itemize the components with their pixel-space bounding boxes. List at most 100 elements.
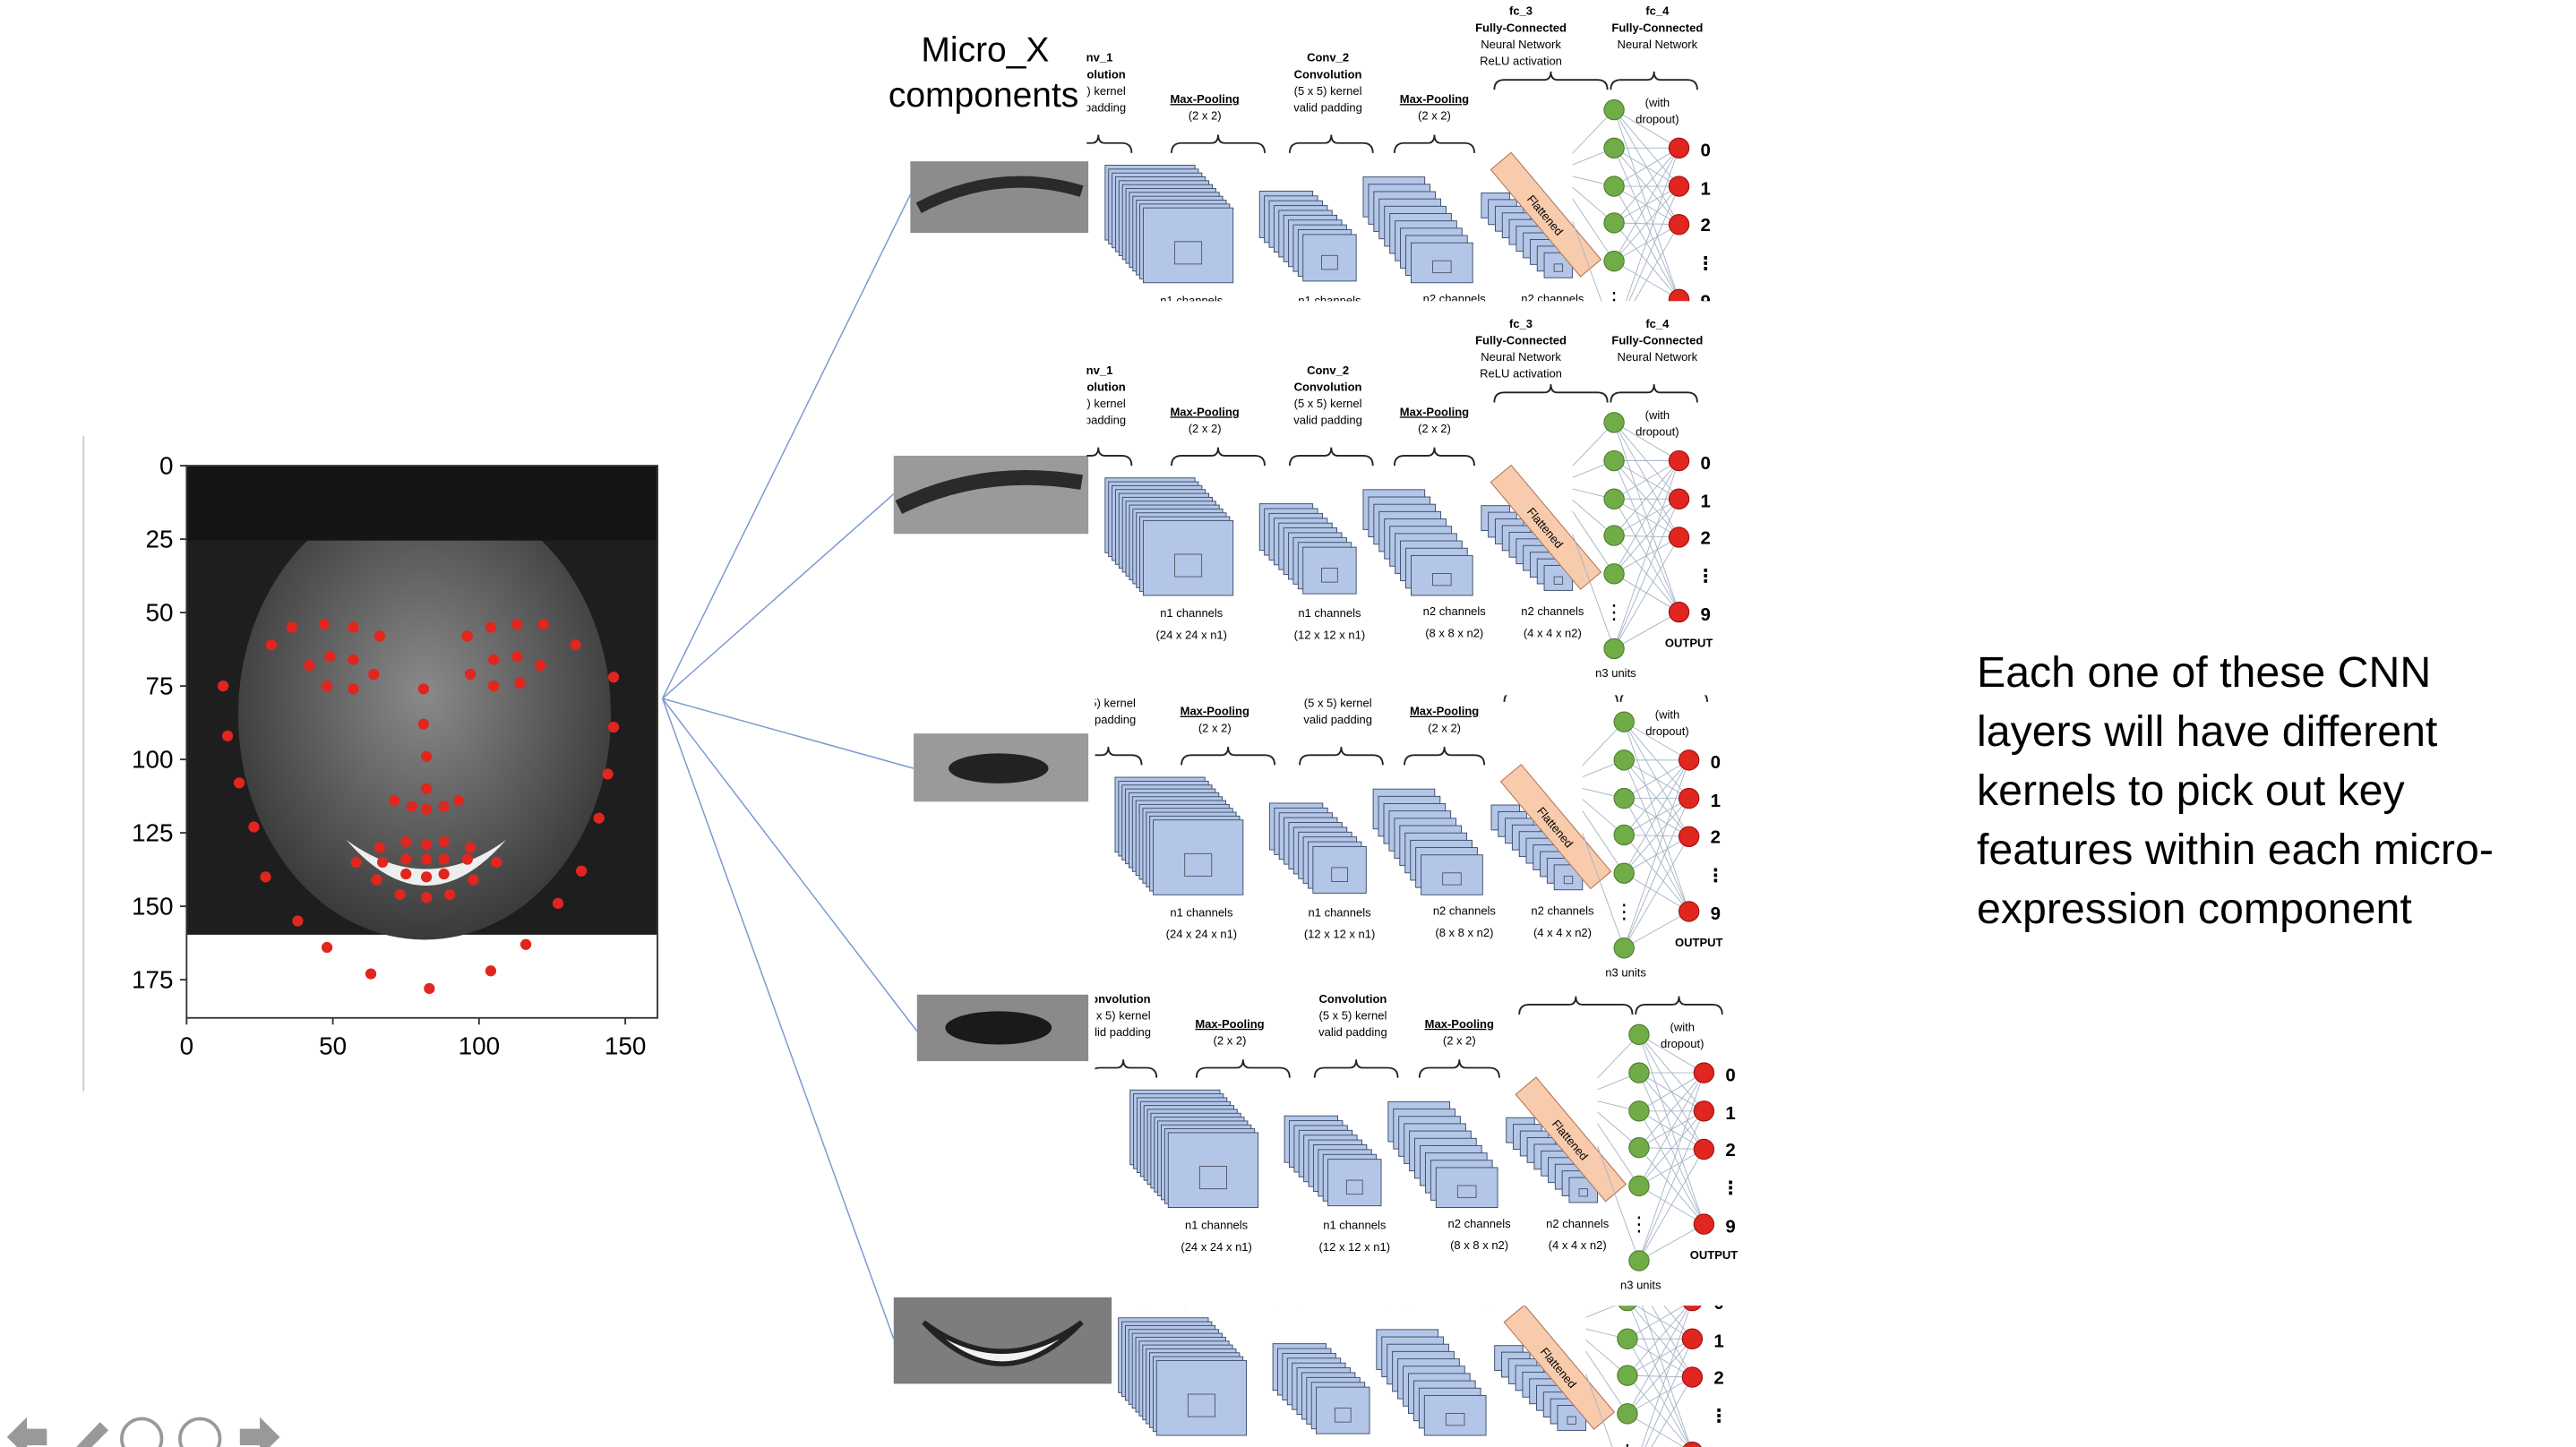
ellipsis: ⋮ (1604, 288, 1624, 311)
landmark-point (400, 835, 412, 848)
diagram-label: Max-Pooling (1410, 705, 1479, 718)
kernel-window (1331, 867, 1348, 882)
brace (1393, 134, 1475, 153)
landmark-point (519, 938, 532, 950)
description-line: kernels to pick out key (1977, 766, 2406, 815)
output-unit (1668, 214, 1690, 235)
brace (1095, 1059, 1158, 1078)
diagram-label: 1 (1725, 1104, 1735, 1124)
landmark-point (420, 803, 433, 816)
diagram-label: Convolution (1294, 67, 1362, 81)
landmark-point (593, 812, 605, 824)
diagram-label: (with (1658, 1248, 1682, 1262)
cnn-diagrams: Conv_1 Convolution (5 x 5) kernel valid pad… (1070, 4, 1739, 1447)
kernel-window (1334, 1408, 1352, 1423)
output-unit (1668, 450, 1690, 472)
connection (1572, 534, 1615, 649)
kernel-window (1442, 872, 1462, 886)
x-tick-label: 50 (319, 1032, 347, 1060)
kernel-window (1553, 576, 1564, 585)
pen-button[interactable] (60, 1422, 109, 1447)
landmark-point (420, 750, 433, 762)
more-button[interactable] (178, 1417, 222, 1447)
kernel-window (1321, 568, 1338, 583)
connection (1613, 185, 1679, 261)
landmark-point (438, 868, 450, 880)
brace (1408, 1288, 1488, 1306)
connection (1638, 1110, 1704, 1262)
connection (1627, 1306, 1685, 1340)
diagram-label: 9 (1701, 605, 1711, 625)
next-button[interactable] (239, 1417, 280, 1447)
diagram-label: n1 channels (1185, 1219, 1249, 1232)
cnn-diagram: Conv_1 Convolution (5 x 5) kernel valid pad… (1084, 1203, 1728, 1447)
landmark-point (514, 677, 526, 689)
x-tick-label: 100 (459, 1032, 500, 1060)
diagram-label: n1 channels (1298, 606, 1361, 620)
diagram-label: 0 (1701, 454, 1711, 474)
landmark-point (461, 630, 473, 642)
flattened-bar (1515, 1076, 1627, 1203)
diagram-label: n2 channels (1433, 904, 1497, 918)
landmark-point (365, 968, 377, 980)
landmark-point (304, 660, 315, 672)
diagram-label: dropout) (1645, 724, 1688, 738)
diagram-label: 1 (1701, 492, 1711, 512)
y-tick-label: 150 (132, 892, 173, 920)
y-tick-label: 0 (159, 451, 174, 479)
connection (1572, 510, 1615, 575)
kernel-window (1445, 1413, 1465, 1426)
landmark-point (400, 853, 412, 865)
diagram-label: n1 channels (1323, 1219, 1387, 1232)
connection (1613, 612, 1679, 649)
kernel-window (1345, 1179, 1363, 1195)
diagram-label: (5 x 5) kernel (1304, 696, 1372, 709)
connection (1638, 1072, 1704, 1148)
diagram-label: 2 (1701, 216, 1711, 235)
hidden-unit (1617, 1328, 1638, 1349)
diagram-label: (2 x 2) (1189, 109, 1222, 123)
feature-map (1155, 1359, 1248, 1436)
output-unit (1668, 288, 1690, 302)
y-tick-label: 100 (132, 745, 173, 773)
subtitle-button[interactable] (120, 1417, 164, 1447)
hidden-unit (1613, 862, 1635, 884)
connectors (661, 193, 918, 1340)
feature-map (1142, 207, 1234, 284)
kernel-window (1187, 1393, 1215, 1417)
diagram-label: Fully-Connected (1611, 333, 1703, 347)
connection (1623, 721, 1689, 761)
diagram-label: valid padding (1303, 713, 1372, 726)
brace (1095, 746, 1143, 766)
y-tick-label: 25 (145, 525, 173, 552)
landmark-point (464, 842, 477, 853)
hidden-unit (1603, 212, 1625, 234)
diagram-label: 2 (1701, 528, 1711, 548)
landmark-point (321, 680, 333, 692)
hidden-unit (1603, 250, 1625, 272)
diagram-label: Max-Pooling (1170, 92, 1239, 106)
brace (1610, 384, 1698, 403)
diagram-label: Fully-Connected (1475, 333, 1567, 347)
heading-line: Micro_X (921, 31, 1049, 70)
hidden-unit (1603, 412, 1625, 433)
diagram-label: n2 channels (1448, 1217, 1512, 1230)
landmark-point (488, 654, 500, 665)
connection (1585, 1374, 1613, 1447)
diagram-label: Conv_1 (1070, 51, 1112, 64)
prev-button[interactable] (6, 1417, 47, 1447)
kernel-window (1198, 1166, 1227, 1190)
diagram-label: (with (1645, 96, 1670, 109)
diagram-label: valid padding (1293, 414, 1362, 427)
cnn-diagram-body: Conv_1 Convolution (5 x 5) kernel valid pad… (1095, 695, 1725, 979)
diagram-label: OUTPUT (1690, 1248, 1738, 1262)
diagram-label: 0 (1725, 1066, 1735, 1085)
feature-map (1327, 1159, 1382, 1207)
connection (1613, 148, 1679, 261)
landmark-point (348, 683, 359, 695)
brace (1393, 447, 1475, 467)
brace (1635, 996, 1723, 1015)
output-unit (1668, 527, 1690, 548)
diagram-label: Conv_1 (1084, 1203, 1126, 1217)
